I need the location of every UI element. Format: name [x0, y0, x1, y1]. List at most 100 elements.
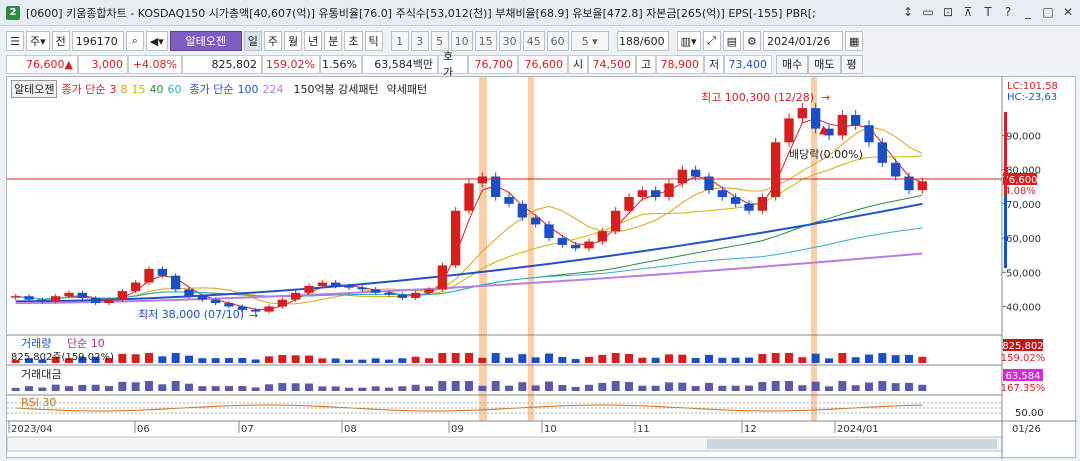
- trade-value-bar: [318, 386, 327, 391]
- count-input[interactable]: 188/600: [616, 31, 669, 51]
- range-bar-down: [1004, 196, 1007, 268]
- sell-button[interactable]: 매도: [808, 54, 841, 74]
- evaluate-button[interactable]: 평: [840, 54, 863, 74]
- x-tick-label-1: 06: [137, 424, 150, 435]
- volume-bar: [411, 356, 420, 363]
- chart-legend: 알테오젠 종가 단순 3 8 15 40 60 종가 단순 100 224 15…: [11, 80, 427, 98]
- period-minute[interactable]: 분: [324, 31, 343, 51]
- volume-bar: [718, 357, 727, 363]
- sound-icon[interactable]: ◀▾: [145, 31, 168, 51]
- bullish-pattern-label: 150억봉 강세패턴: [293, 83, 379, 96]
- candle-body: [637, 190, 647, 198]
- volume-pct-tag: 159.02%: [1001, 353, 1046, 364]
- stock-name-field[interactable]: 알테오젠: [169, 31, 242, 51]
- volume-bar: [811, 353, 820, 363]
- candle-body: [531, 217, 541, 225]
- candle-body: [731, 197, 741, 204]
- candle-body: [104, 299, 114, 304]
- candle-body: [51, 296, 61, 302]
- interval-3[interactable]: 3: [410, 31, 429, 51]
- volume-bar: [651, 357, 660, 363]
- search-icon[interactable]: ⌕: [125, 31, 144, 51]
- candle-body: [24, 296, 34, 300]
- minimize-icon[interactable]: _: [1025, 5, 1031, 19]
- low-label: 저: [704, 54, 724, 74]
- candle-body: [891, 162, 901, 177]
- period-second[interactable]: 초: [344, 31, 363, 51]
- pin-icon[interactable]: ⊼: [963, 5, 973, 19]
- trade-value-bar: [705, 382, 713, 391]
- interval-10[interactable]: 10: [450, 31, 473, 51]
- trade-value-bar: [371, 386, 380, 391]
- period-week[interactable]: 주: [263, 31, 283, 51]
- all-time-high-label: 최고 100,300 (12/28): [701, 91, 814, 104]
- volume-bar: [518, 354, 527, 363]
- volume-bar: [638, 357, 647, 363]
- market-select[interactable]: 주 ▾: [26, 31, 50, 51]
- volume-tag: [1003, 339, 1043, 351]
- maximize-icon[interactable]: □: [1042, 5, 1054, 19]
- bid-price: 76,600: [518, 54, 568, 74]
- calendar-icon[interactable]: ▦: [844, 31, 864, 51]
- candle-body: [477, 176, 487, 184]
- volume-bar: [185, 355, 193, 363]
- period-month[interactable]: 월: [284, 31, 303, 51]
- ma100-line: [15, 202, 923, 303]
- interval-45[interactable]: 45: [522, 31, 545, 51]
- x-tick-label-5: 10: [544, 424, 557, 435]
- volume-bar: [611, 353, 620, 363]
- restore-icon[interactable]: ▭: [922, 5, 934, 19]
- tile-icon[interactable]: ⊡: [942, 5, 954, 19]
- settings-icon[interactable]: ⚙: [742, 31, 761, 51]
- high-price: 78,900: [656, 54, 704, 74]
- interval-30[interactable]: 30: [498, 31, 521, 51]
- menu-icon[interactable]: ☰: [6, 31, 24, 51]
- interval-1[interactable]: 1: [390, 31, 409, 51]
- interval-15[interactable]: 15: [474, 31, 497, 51]
- buy-button[interactable]: 매수: [776, 54, 809, 74]
- candle-body: [877, 142, 887, 163]
- all-time-low-label: 최저 38,000 (07/10): [138, 308, 244, 321]
- volume-bar: [171, 353, 180, 363]
- volume-bar: [345, 359, 353, 363]
- draw-tool-icon[interactable]: ⤢: [702, 31, 721, 51]
- trade-value-bar: [745, 385, 753, 391]
- period-day[interactable]: 일: [243, 31, 262, 51]
- date-input[interactable]: 2024/01/26: [762, 31, 843, 51]
- interval-60[interactable]: 60: [546, 31, 569, 51]
- price-change: 3,000: [78, 54, 128, 74]
- candle-body: [557, 238, 567, 245]
- period-year[interactable]: 년: [304, 31, 323, 51]
- trade-value-bar: [78, 384, 87, 391]
- candle-body: [504, 197, 514, 204]
- trade-value-bar: [398, 386, 407, 391]
- chart-type-icon[interactable]: ▥▾: [676, 31, 701, 51]
- font-icon[interactable]: T: [984, 5, 992, 19]
- volume-bar: [798, 357, 807, 363]
- candle-body: [491, 176, 501, 198]
- help-icon[interactable]: ?: [1004, 5, 1012, 19]
- volume-bar: [745, 357, 753, 363]
- price-y-axis: 90,000 80,000 70,000 60,000 50,000 40,000: [1002, 131, 1041, 313]
- trade-value: 63,584백만: [362, 54, 438, 74]
- volume-bar: [785, 353, 793, 363]
- chart-canvas[interactable]: 90,000 80,000 70,000 60,000 50,000 40,000 202…: [7, 77, 1077, 459]
- chart-area[interactable]: 90,000 80,000 70,000 60,000 50,000 40,000 202…: [6, 76, 1077, 459]
- trade-value-bar: [158, 384, 167, 391]
- period-tick[interactable]: 틱: [364, 31, 383, 51]
- stock-name-tag[interactable]: 알테오젠: [11, 80, 58, 98]
- trade-value-bar: [278, 383, 287, 391]
- trade-value-bar: [798, 385, 807, 391]
- interval-select[interactable]: 5 ▾: [570, 31, 609, 51]
- indicator-icon[interactable]: ▤: [722, 31, 741, 51]
- trade-value-bar: [571, 386, 580, 391]
- trade-value-bar: [865, 382, 873, 391]
- ma224-line: [15, 252, 923, 305]
- stock-code-input[interactable]: 196170: [71, 31, 124, 51]
- link-icon[interactable]: ↕: [902, 5, 914, 19]
- prev-button[interactable]: 전: [51, 31, 70, 51]
- interval-5[interactable]: 5: [430, 31, 449, 51]
- volume-bar: [598, 354, 607, 363]
- close-icon[interactable]: ✕: [1062, 5, 1074, 19]
- trade-value-bar: [478, 385, 487, 391]
